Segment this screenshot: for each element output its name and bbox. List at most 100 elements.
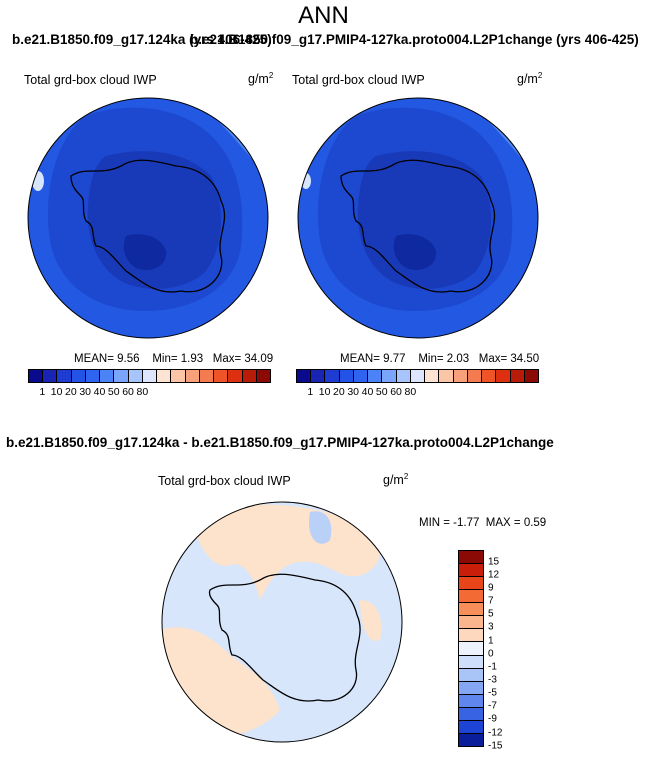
panel2-colorbar-tick-label: 50 (375, 386, 388, 398)
panel2-colorbar-tick-label: 1 (307, 386, 314, 398)
panel1-coastline (70, 159, 226, 293)
difference-colorbar-tick-label: 7 (488, 595, 494, 607)
panel1-colorbar-tick-label: 20 (65, 386, 77, 398)
difference-polar-map (161, 501, 403, 743)
panel1-stats: MEAN= 9.56 Min= 1.93 Max= 34.09 (74, 353, 273, 365)
panel1-min: Min= 1.93 (152, 353, 204, 365)
difference-colorbar-swatch (459, 733, 483, 746)
difference-colorbar-tick-label: -1 (488, 661, 497, 673)
difference-colorbar-tick-label: 12 (488, 569, 500, 581)
difference-colorbar-swatch (459, 720, 483, 734)
panel1-colorbar-swatch (43, 370, 58, 382)
difference-colorbar-tick-label: 15 (488, 556, 500, 568)
difference-colorbar-tick-label: -12 (488, 727, 503, 739)
panel2-colorbar-swatch (524, 370, 538, 382)
diff-coastline (208, 573, 361, 702)
diff-negative-patch (309, 511, 332, 544)
panel1-colorbar-tick-label: 1 (39, 386, 46, 398)
difference-colorbar-tick-label: -15 (488, 740, 503, 752)
difference-colorbar (458, 550, 484, 747)
panel1-colorbar-tick-label: 30 (79, 386, 92, 398)
panel2-colorbar-tick-label: 20 (333, 386, 345, 398)
panel2-colorbar-swatch (510, 370, 525, 382)
panel1-colorbar-swatch (157, 370, 172, 382)
diff-stats: MIN = -1.77 MAX = 0.59 (419, 517, 546, 529)
panel1-colorbar-swatch (114, 370, 129, 382)
difference-colorbar-swatch (459, 655, 483, 669)
difference-colorbar-swatch (459, 603, 483, 617)
panel1-inner-band (87, 151, 222, 289)
panel2-units: g/m2 (517, 71, 543, 87)
panel2-deep-region (393, 234, 437, 271)
panel2-colorbar-swatch (311, 370, 326, 382)
panel1-units: g/m2 (248, 71, 274, 87)
panel1-colorbar-swatch (228, 370, 243, 382)
panel2-colorbar-swatch (439, 370, 454, 382)
difference-colorbar-tick-label: -9 (488, 713, 497, 725)
panel2-colorbar-swatch (410, 370, 426, 382)
difference-colorbar-tick-label: 5 (488, 608, 494, 620)
panel1-colorbar-tick-label: 80 (136, 386, 149, 398)
difference-colorbar-tick-label: 0 (488, 648, 494, 660)
difference-colorbar-tick-label: 3 (488, 621, 494, 633)
panel1-colorbar-swatch (142, 370, 158, 382)
panel1-deep-region (123, 234, 167, 271)
panel2-colorbar-swatch (396, 370, 411, 382)
panel1-colorbar (28, 369, 271, 383)
panel1-colorbar-swatch (57, 370, 72, 382)
panel2-inner-band (357, 151, 492, 289)
diff-positive-patch-east (360, 600, 382, 641)
panel1-colorbar-tick-label: 60 (122, 386, 134, 398)
difference-colorbar-tick-label: 1 (488, 635, 494, 647)
difference-colorbar-tick-label: -7 (488, 700, 497, 712)
panel2-coastline (340, 159, 496, 293)
difference-colorbar-swatch (459, 707, 483, 721)
panel1-colorbar-swatch (128, 370, 143, 382)
panel2-stats: MEAN= 9.77 Min= 2.03 Max= 34.50 (340, 353, 539, 365)
panel2-colorbar-swatch (339, 370, 354, 382)
case2-title: b.e21.B1850.f09_g17.PMIP4-127ka.proto004… (190, 32, 639, 47)
difference-colorbar-swatch (459, 577, 483, 591)
main-title: ANN (298, 2, 349, 29)
diff-positive-region-north (195, 504, 381, 600)
difference-colorbar-swatch (459, 629, 483, 643)
difference-colorbar-tick-label: 9 (488, 582, 494, 594)
panel2-colorbar-swatch (368, 370, 383, 382)
panel1-colorbar-tick-label: 10 (50, 386, 63, 398)
panel2-colorbar-tick-label: 10 (318, 386, 331, 398)
panel1-mean: MEAN= 9.56 (74, 353, 140, 365)
panel1-colorbar-tick-label: 50 (107, 386, 120, 398)
difference-colorbar-swatch (459, 681, 483, 695)
diff-max: MAX = 0.59 (485, 517, 547, 529)
panel1-colorbar-swatch (185, 370, 200, 382)
difference-colorbar-swatch (459, 590, 483, 604)
panel2-colorbar-tick-label: 60 (390, 386, 402, 398)
panel1-polar-map (27, 97, 269, 339)
panel2-colorbar-swatch (482, 370, 497, 382)
difference-colorbar-swatch (459, 564, 483, 578)
panel1-colorbar-swatch (199, 370, 215, 382)
panel1-colorbar-swatch (242, 370, 257, 382)
panel2-colorbar-swatch (453, 370, 468, 382)
panel2-colorbar-tick-label: 80 (404, 386, 417, 398)
panel2-colorbar-tick-label: 40 (361, 386, 374, 398)
difference-colorbar-swatch (459, 642, 483, 656)
panel2-polar-map (297, 97, 539, 339)
panel1-colorbar-swatch (71, 370, 86, 382)
panel2-colorbar-swatch (353, 370, 369, 382)
diff-units: g/m2 (383, 472, 409, 488)
difference-colorbar-swatch (459, 551, 483, 565)
difference-title: b.e21.B1850.f09_g17.124ka - b.e21.B1850.… (6, 435, 554, 450)
panel2-colorbar-swatch (382, 370, 397, 382)
panel1-variable-label: Total grd-box cloud IWP (24, 73, 157, 87)
difference-colorbar-swatch (459, 668, 483, 682)
panel1-map-border (27, 97, 269, 339)
diff-min: MIN = -1.77 (419, 517, 480, 529)
difference-colorbar-swatch (459, 694, 483, 708)
panel1-colorbar-swatch (85, 370, 101, 382)
diff-map-border (161, 501, 403, 743)
case1-title: b.e21.B1850.f09_g17.124ka (yrs 406-425) (12, 32, 272, 47)
panel2-max: Max= 34.50 (478, 353, 540, 365)
panel2-colorbar-swatch (467, 370, 483, 382)
panel2-colorbar (296, 369, 539, 383)
